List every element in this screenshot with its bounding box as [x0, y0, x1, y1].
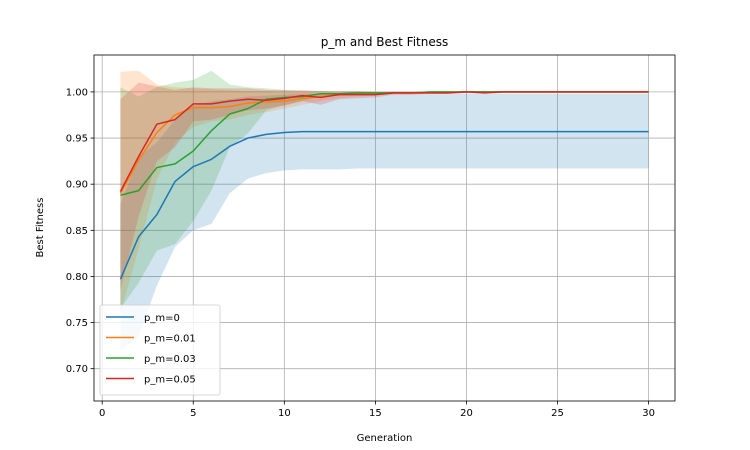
legend-label: p_m=0 — [144, 313, 180, 324]
x-tick-label: 20 — [460, 408, 473, 419]
series-lines — [119, 91, 649, 280]
x-tick-label: 5 — [190, 408, 196, 419]
y-axis-label: Best Fitness — [35, 198, 46, 258]
x-tick-label: 25 — [551, 408, 564, 419]
y-tick-label: 0.90 — [66, 180, 88, 191]
series-band-1 — [120, 93, 649, 351]
plot-frame — [93, 54, 676, 402]
x-tick-label: 0 — [99, 408, 105, 419]
legend-box — [99, 304, 221, 396]
series-band-2 — [120, 70, 649, 314]
y-axis-ticks: 0.70 0.75 0.80 0.85 0.90 0.95 1.00 — [66, 87, 94, 375]
x-tick-label: 10 — [278, 408, 291, 419]
y-tick-label: 0.95 — [66, 134, 88, 145]
x-tick-label: 15 — [369, 408, 382, 419]
y-tick-label: 0.85 — [66, 226, 88, 237]
x-axis-ticks: 0 5 10 15 20 25 30 — [99, 401, 655, 419]
confidence-bands — [120, 70, 649, 351]
series-band-4 — [120, 82, 649, 291]
y-tick-label: 1.00 — [66, 87, 88, 98]
y-tick-label: 0.80 — [66, 272, 88, 283]
series-band-3 — [120, 70, 649, 309]
legend-label: p_m=0.05 — [144, 375, 196, 386]
x-axis-label: Generation — [357, 433, 413, 444]
series-line-1 — [119, 130, 649, 280]
y-tick-label: 0.75 — [66, 318, 88, 329]
legend-label: p_m=0.03 — [144, 354, 196, 365]
chart-title: p_m and Best Fitness — [321, 35, 448, 49]
legend: p_m=0 p_m=0.01 p_m=0.03 p_m=0.05 — [99, 304, 221, 396]
series-line-4 — [119, 91, 649, 192]
x-tick-label: 30 — [642, 408, 655, 419]
legend-label: p_m=0.01 — [144, 334, 196, 345]
y-tick-label: 0.70 — [66, 364, 88, 375]
